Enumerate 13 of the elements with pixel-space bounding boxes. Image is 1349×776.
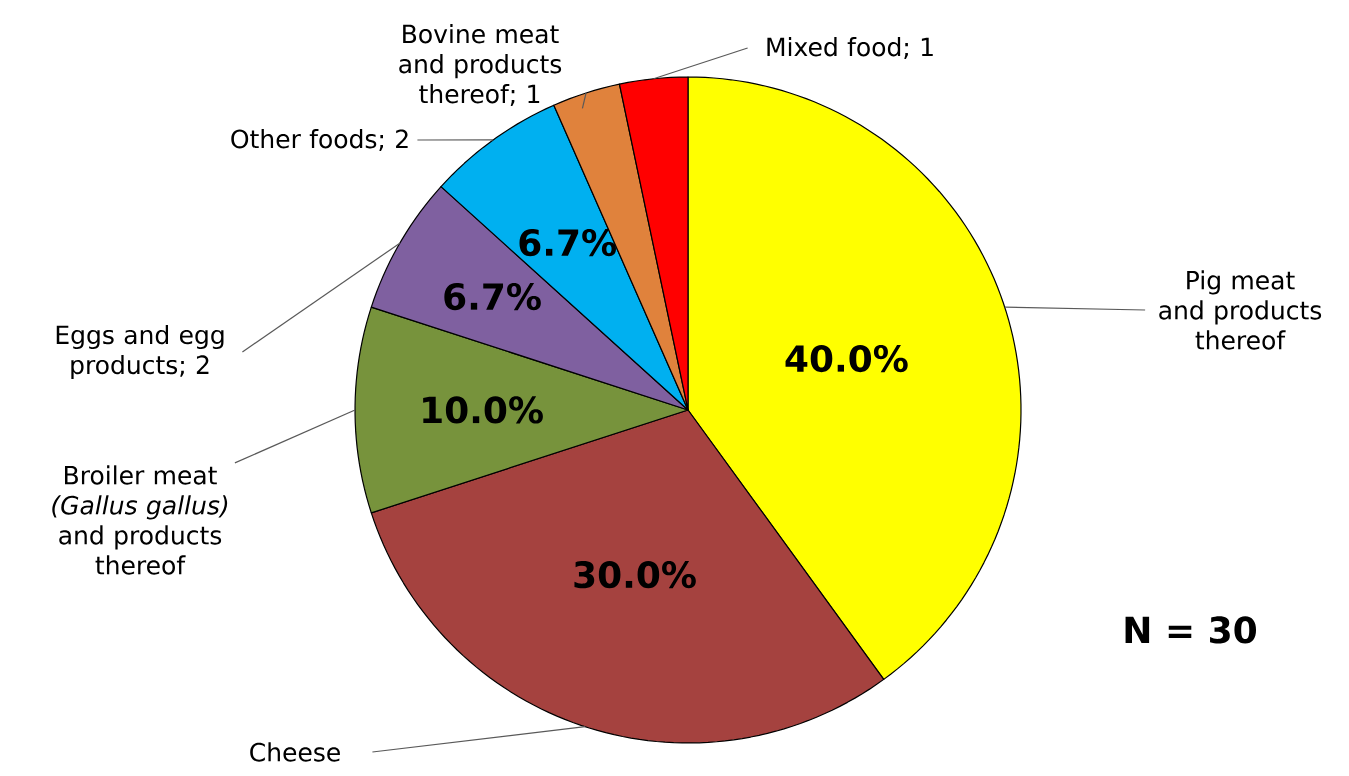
data-label: 40.0% — [785, 344, 908, 373]
slice-label: Other foods; 2 — [231, 129, 408, 151]
slice-label: Cheese — [250, 742, 340, 762]
data-label: 6.7% — [444, 282, 541, 311]
data-label: 6.7% — [519, 228, 616, 257]
data-label: 30.0% — [574, 561, 696, 589]
slice-label: Mixed food; 1 — [767, 37, 933, 59]
text: N = 30 — [1125, 616, 1257, 644]
slice-label: Bovine meat and products thereof; 1 — [399, 24, 562, 106]
slice-label: Eggs and egg products; 2 — [56, 324, 224, 380]
data-label: 10.0% — [423, 396, 543, 424]
slice-label: Pig meat and products thereof — [1159, 270, 1322, 350]
slice-label: Broiler meat (Gallus gallus) and products thereof — [52, 465, 228, 575]
